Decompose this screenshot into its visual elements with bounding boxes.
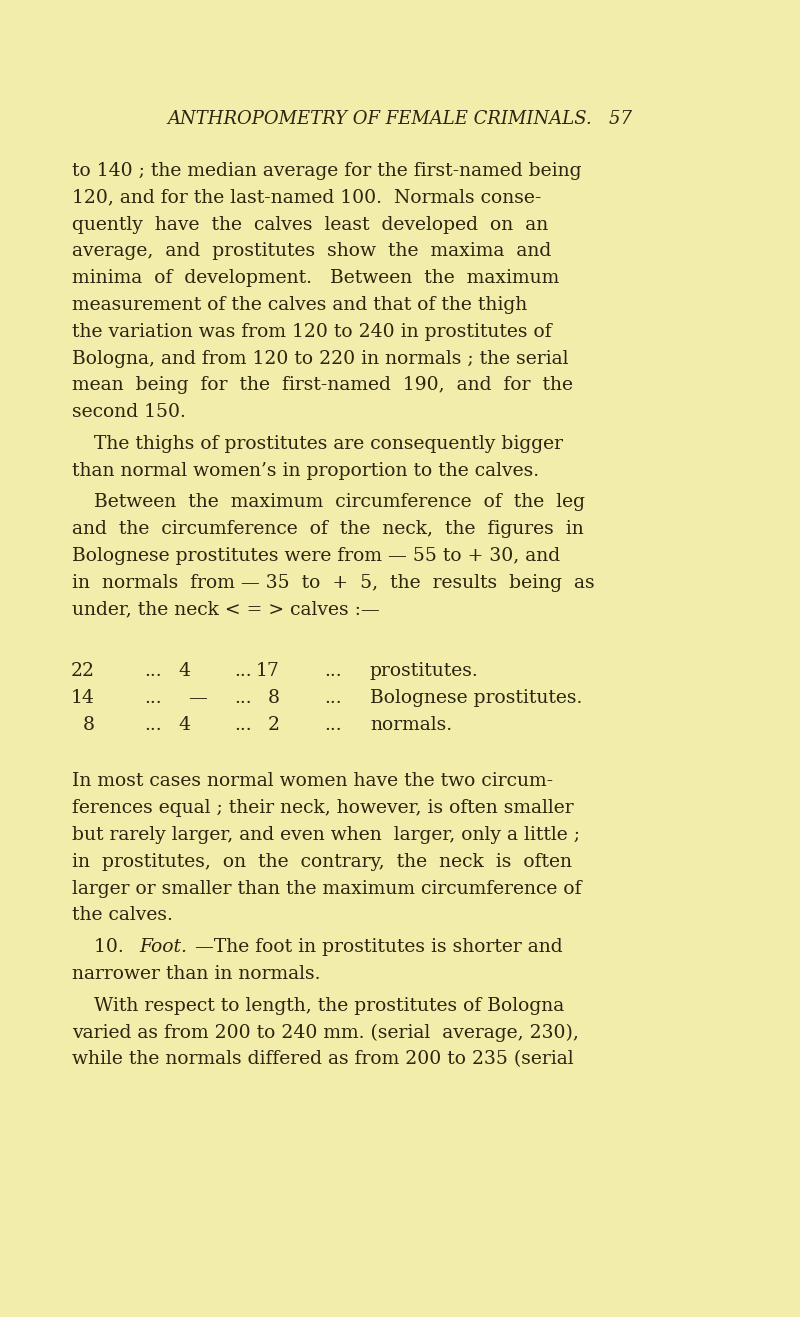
Text: measurement of the calves and that of the thigh: measurement of the calves and that of th…	[72, 296, 527, 313]
Text: in  normals  from — 35  to  +  5,  the  results  being  as: in normals from — 35 to + 5, the results…	[72, 574, 594, 591]
Text: ...: ...	[234, 715, 252, 734]
Text: 17: 17	[256, 662, 280, 680]
Text: but rarely larger, and even when  larger, only a little ;: but rarely larger, and even when larger,…	[72, 826, 580, 844]
Text: —The foot in prostitutes is shorter and: —The foot in prostitutes is shorter and	[195, 938, 563, 956]
Text: the variation was from 120 to 240 in prostitutes of: the variation was from 120 to 240 in pro…	[72, 323, 552, 341]
Text: ...: ...	[324, 689, 342, 707]
Text: ...: ...	[144, 689, 162, 707]
Text: prostitutes.: prostitutes.	[370, 662, 478, 680]
Text: larger or smaller than the maximum circumference of: larger or smaller than the maximum circu…	[72, 880, 582, 898]
Text: 8: 8	[83, 715, 95, 734]
Text: than normal women’s in proportion to the calves.: than normal women’s in proportion to the…	[72, 462, 539, 479]
Text: 4: 4	[178, 715, 190, 734]
Text: ...: ...	[234, 662, 252, 680]
Text: quently  have  the  calves  least  developed  on  an: quently have the calves least developed …	[72, 216, 548, 233]
Text: ...: ...	[234, 689, 252, 707]
Text: 120, and for the last-named 100.  Normals conse-: 120, and for the last-named 100. Normals…	[72, 188, 542, 207]
Text: Bolognese prostitutes.: Bolognese prostitutes.	[370, 689, 582, 707]
Text: 10.: 10.	[94, 938, 130, 956]
Text: average,  and  prostitutes  show  the  maxima  and: average, and prostitutes show the maxima…	[72, 242, 551, 261]
Text: narrower than in normals.: narrower than in normals.	[72, 965, 321, 982]
Text: The thighs of prostitutes are consequently bigger: The thighs of prostitutes are consequent…	[94, 435, 563, 453]
Text: ...: ...	[144, 715, 162, 734]
Text: 14: 14	[71, 689, 95, 707]
Text: ...: ...	[324, 662, 342, 680]
Text: In most cases normal women have the two circum-: In most cases normal women have the two …	[72, 773, 553, 790]
Text: second 150.: second 150.	[72, 403, 186, 421]
Text: Between  the  maximum  circumference  of  the  leg: Between the maximum circumference of the…	[94, 494, 585, 511]
Text: Bolognese prostitutes were from — 55 to + 30, and: Bolognese prostitutes were from — 55 to …	[72, 547, 560, 565]
Text: 4: 4	[178, 662, 190, 680]
Text: in  prostitutes,  on  the  contrary,  the  neck  is  often: in prostitutes, on the contrary, the nec…	[72, 853, 572, 871]
Text: normals.: normals.	[370, 715, 452, 734]
Text: With respect to length, the prostitutes of Bologna: With respect to length, the prostitutes …	[94, 997, 564, 1014]
Text: ANTHROPOMETRY OF FEMALE CRIMINALS.   57: ANTHROPOMETRY OF FEMALE CRIMINALS. 57	[167, 111, 633, 128]
Text: minima  of  development.   Between  the  maximum: minima of development. Between the maxim…	[72, 269, 559, 287]
Text: Bologna, and from 120 to 220 in normals ; the serial: Bologna, and from 120 to 220 in normals …	[72, 349, 569, 367]
Text: Foot.: Foot.	[139, 938, 187, 956]
Text: —: —	[189, 689, 207, 707]
Text: 22: 22	[71, 662, 95, 680]
Text: ferences equal ; their neck, however, is often smaller: ferences equal ; their neck, however, is…	[72, 799, 574, 818]
Text: the calves.: the calves.	[72, 906, 173, 925]
Text: varied as from 200 to 240 mm. (serial  average, 230),: varied as from 200 to 240 mm. (serial av…	[72, 1023, 579, 1042]
Text: mean  being  for  the  first-named  190,  and  for  the: mean being for the first-named 190, and …	[72, 377, 573, 394]
Text: ...: ...	[324, 715, 342, 734]
Text: and  the  circumference  of  the  neck,  the  figures  in: and the circumference of the neck, the f…	[72, 520, 584, 539]
Text: ...: ...	[144, 662, 162, 680]
Text: under, the neck < = > calves :—: under, the neck < = > calves :—	[72, 601, 380, 619]
Text: 8: 8	[268, 689, 280, 707]
Text: to 140 ; the median average for the first-named being: to 140 ; the median average for the firs…	[72, 162, 582, 180]
Text: 2: 2	[268, 715, 280, 734]
Text: while the normals differed as from 200 to 235 (serial: while the normals differed as from 200 t…	[72, 1050, 574, 1068]
